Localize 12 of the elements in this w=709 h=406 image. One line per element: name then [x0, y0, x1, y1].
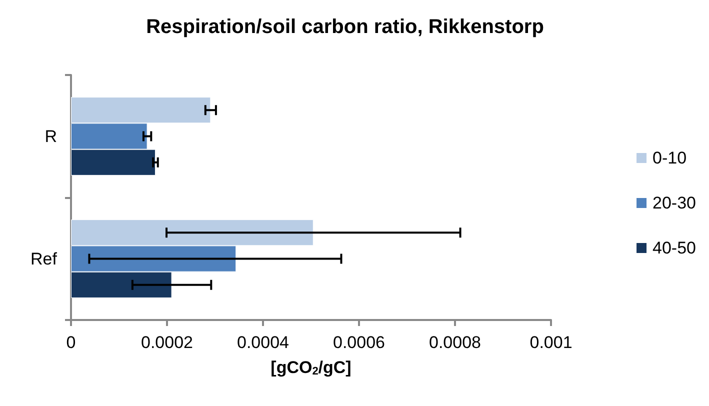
- y-tick-label: Ref: [30, 249, 58, 268]
- x-tick-label: 0: [66, 333, 76, 352]
- x-tick-label: 0.001: [530, 333, 572, 352]
- x-tick-label: 0.0008: [429, 333, 481, 352]
- x-tick-label: 0.0002: [141, 333, 193, 352]
- x-tick-label: 0.0006: [333, 333, 385, 352]
- x-tick-label: 0.0004: [237, 333, 289, 352]
- y-tick-label: R: [44, 126, 57, 146]
- legend-label: 0-10: [652, 148, 687, 168]
- legend-label: 20-30: [652, 194, 696, 212]
- chart-title: Respiration/soil carbon ratio, Rikkenstorp: [146, 16, 544, 38]
- legend-label: 40-50: [652, 238, 696, 258]
